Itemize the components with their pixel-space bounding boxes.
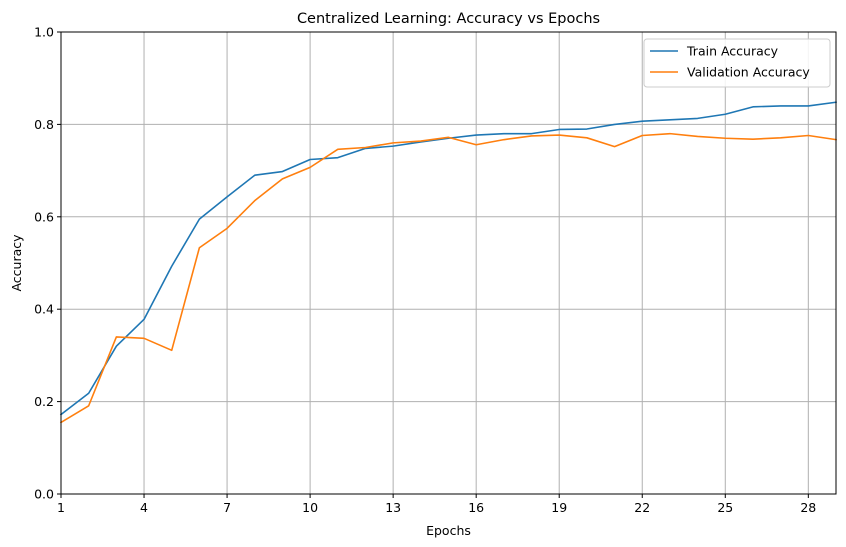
x-axis-label: Epochs <box>426 523 471 538</box>
y-tick-label: 1.0 <box>34 25 54 40</box>
legend-label-validation: Validation Accuracy <box>687 65 810 80</box>
x-axis-ticks: 1 4 7 10 13 16 19 22 25 28 <box>57 494 816 515</box>
x-tick-label: 4 <box>140 500 148 515</box>
x-tick-label: 22 <box>634 500 650 515</box>
y-tick-label: 0.0 <box>34 487 54 502</box>
series-lines <box>59 101 837 424</box>
train-accuracy-line <box>59 101 837 416</box>
x-tick-label: 28 <box>800 500 816 515</box>
legend-box <box>643 38 831 88</box>
y-tick-label: 0.2 <box>34 394 54 409</box>
y-tick-label: 0.6 <box>34 209 54 224</box>
x-tick-label: 13 <box>385 500 401 515</box>
grid-lines <box>60 31 836 495</box>
legend-label-train: Train Accuracy <box>686 44 779 59</box>
x-tick-label: 25 <box>717 500 733 515</box>
y-tick-label: 0.8 <box>34 117 54 132</box>
x-tick-label: 16 <box>468 500 484 515</box>
x-tick-label: 7 <box>223 500 231 515</box>
y-axis-ticks: 0.0 0.2 0.4 0.6 0.8 1.0 <box>34 25 61 502</box>
validation-accuracy-line <box>59 132 837 424</box>
x-tick-label: 1 <box>57 500 65 515</box>
y-axis-label: Accuracy <box>9 234 24 292</box>
y-tick-label: 0.4 <box>34 302 54 317</box>
plot-frame <box>60 31 837 495</box>
legend: Train Accuracy Validation Accuracy <box>643 38 831 88</box>
x-tick-label: 10 <box>302 500 318 515</box>
chart-title: Centralized Learning: Accuracy vs Epochs <box>297 11 600 27</box>
x-tick-label: 19 <box>551 500 567 515</box>
